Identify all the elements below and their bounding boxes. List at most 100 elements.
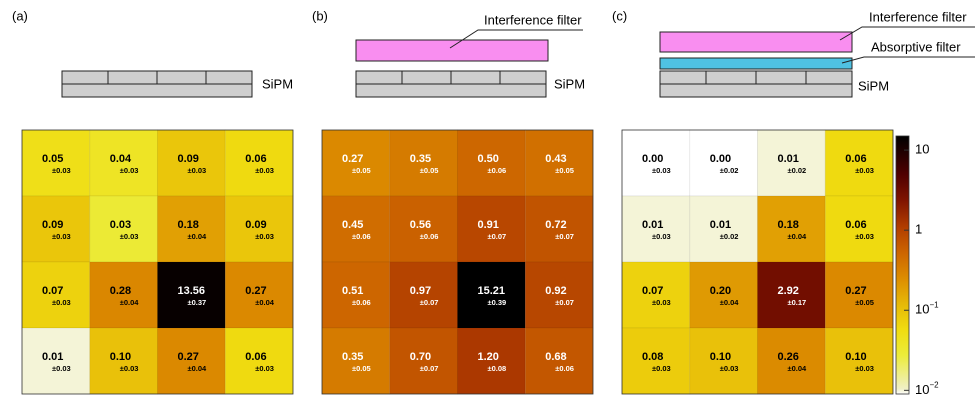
tick-exponent: −2 (929, 380, 939, 389)
cell-error: ±0.04 (255, 298, 275, 307)
heatmap-cell (621, 195, 691, 263)
heatmap-cell (757, 261, 826, 329)
cell-error: ±0.02 (788, 166, 807, 175)
cell-error: ±0.03 (120, 166, 139, 175)
colorbar-tick-label: 10 (915, 142, 929, 157)
heatmap-cell (21, 195, 91, 263)
cell-value: 2.92 (778, 285, 799, 297)
cell-value: 0.43 (545, 153, 566, 165)
interference-filter (355, 39, 549, 62)
cell-value: 0.45 (342, 219, 363, 231)
heatmap-cell (689, 195, 758, 263)
cell-value: 0.18 (178, 219, 199, 231)
cell-error: ±0.03 (52, 232, 71, 241)
heatmap-cell (21, 261, 91, 329)
heatmap-cell (824, 195, 894, 263)
cell-error: ±0.07 (555, 298, 574, 307)
cell-value: 0.09 (178, 153, 199, 165)
cell-error: ±0.03 (255, 232, 274, 241)
cell-error: ±0.06 (555, 364, 574, 373)
sipm-diagram (355, 70, 547, 98)
heatmap-cell (457, 261, 526, 329)
cell-error: ±0.03 (188, 166, 207, 175)
cell-error: ±0.04 (788, 232, 808, 241)
leader-line (841, 56, 975, 64)
cell-error: ±0.03 (720, 364, 739, 373)
cell-error: ±0.03 (855, 364, 874, 373)
cell-error: ±0.03 (652, 364, 671, 373)
cell-value: 0.20 (710, 285, 731, 297)
cell-error: ±0.06 (352, 298, 371, 307)
cell-value: 0.50 (478, 153, 499, 165)
cell-value: 0.06 (845, 153, 866, 165)
heatmap-cell (621, 129, 691, 197)
cell-error: ±0.06 (420, 232, 439, 241)
filter-label: Interference filter (484, 12, 582, 27)
cell-value: 0.68 (545, 351, 566, 363)
filter-label: Absorptive filter (871, 39, 961, 54)
sipm-diagram (659, 70, 853, 98)
leader-line (449, 29, 583, 49)
cell-value: 0.01 (642, 219, 663, 231)
color-bar (895, 135, 910, 395)
cell-value: 0.28 (110, 285, 131, 297)
cell-value: 0.35 (410, 153, 431, 165)
cell-error: ±0.05 (352, 166, 371, 175)
heatmap-cell (824, 327, 894, 395)
cell-value: 0.04 (110, 153, 132, 165)
heatmap-cell (157, 327, 226, 395)
cell-error: ±0.05 (555, 166, 574, 175)
cell-error: ±0.03 (255, 166, 274, 175)
cell-value: 0.35 (342, 351, 363, 363)
cell-error: ±0.07 (420, 364, 439, 373)
cell-value: 0.91 (478, 219, 499, 231)
cell-value: 0.27 (342, 153, 363, 165)
heatmap-cell (689, 261, 758, 329)
cell-error: ±0.03 (855, 232, 874, 241)
absorptive-filter (659, 57, 853, 70)
cell-error: ±0.03 (120, 232, 139, 241)
panel-label: (a) (12, 8, 28, 23)
heatmap-cell (321, 261, 391, 329)
cell-error: ±0.03 (255, 364, 274, 373)
cell-value: 15.21 (478, 285, 506, 297)
heatmap-cell (321, 195, 391, 263)
cell-error: ±0.03 (52, 364, 71, 373)
sipm-label: SiPM (262, 76, 293, 91)
cell-value: 0.09 (42, 219, 63, 231)
cell-error: ±0.07 (420, 298, 439, 307)
plot-frame (321, 129, 594, 395)
filter-label: Interference filter (869, 9, 967, 24)
heatmap-cell (224, 129, 294, 197)
cell-value: 0.09 (245, 219, 266, 231)
heatmap-cell (224, 195, 294, 263)
cell-error: ±0.03 (652, 298, 671, 307)
cell-error: ±0.05 (855, 298, 874, 307)
cell-value: 0.07 (42, 285, 63, 297)
cell-error: ±0.05 (420, 166, 439, 175)
cell-value: 0.06 (245, 351, 266, 363)
tick-exponent: −1 (929, 300, 939, 309)
heatmap-cell (689, 327, 758, 395)
cell-error: ±0.03 (652, 232, 671, 241)
cell-error: ±0.02 (720, 166, 739, 175)
colorbar-tick-label: 1 (915, 222, 922, 237)
cell-value: 0.08 (642, 351, 663, 363)
cell-error: ±0.03 (652, 166, 671, 175)
heatmap-cell (157, 261, 226, 329)
cell-error: ±0.39 (488, 298, 507, 307)
sipm-label: SiPM (858, 78, 889, 93)
cell-error: ±0.04 (120, 298, 140, 307)
cell-error: ±0.03 (855, 166, 874, 175)
cell-value: 0.70 (410, 351, 431, 363)
cell-error: ±0.08 (488, 364, 507, 373)
cell-value: 0.01 (710, 219, 731, 231)
cell-error: ±0.06 (488, 166, 507, 175)
heatmap-cell (89, 129, 158, 197)
colorbar-tick-label: 10−1 (915, 300, 939, 316)
panel-label: (c) (612, 8, 627, 23)
sipm-diagram (61, 70, 253, 98)
interference-filter (659, 31, 853, 53)
